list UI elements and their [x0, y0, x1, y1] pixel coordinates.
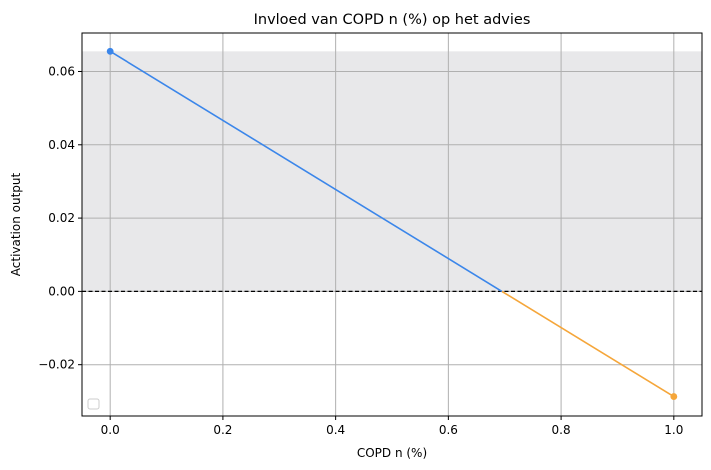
series-layer	[106, 47, 678, 400]
x-axis-label: COPD n (%)	[357, 446, 427, 460]
y-tick-label-2: 0.02	[48, 211, 75, 225]
legend-box	[87, 398, 100, 410]
negative-segment	[501, 290, 675, 398]
shaded-region	[82, 51, 702, 292]
x-tick-label-1: 0.2	[213, 423, 232, 437]
y-axis-label: Activation output	[9, 172, 23, 276]
y-tick-label-3: 0.04	[48, 138, 75, 152]
shade-layer	[82, 51, 702, 292]
data-point-1	[670, 393, 678, 400]
axes-frame	[81, 32, 703, 417]
x-tick-label-0: 0.0	[101, 423, 120, 437]
chart-title: Invloed van COPD n (%) op het advies	[254, 12, 531, 28]
y-tick-label-1: 0.00	[48, 284, 75, 298]
x-tick-label-2: 0.4	[326, 423, 345, 437]
x-tick-label-3: 0.6	[439, 423, 458, 437]
data-point-0	[106, 47, 114, 55]
y-tick-label-0: −0.02	[38, 358, 75, 372]
y-tick-label-4: 0.06	[48, 64, 75, 78]
tick-layer: 0.0 0.2 0.4 0.6 0.8 1.0 −0.02 0.00 0.02 0.04 0.06	[38, 64, 683, 437]
x-tick-label-4: 0.8	[552, 423, 571, 437]
grid-layer	[82, 33, 702, 416]
x-tick-label-5: 1.0	[664, 423, 683, 437]
positive-segment	[109, 50, 503, 293]
